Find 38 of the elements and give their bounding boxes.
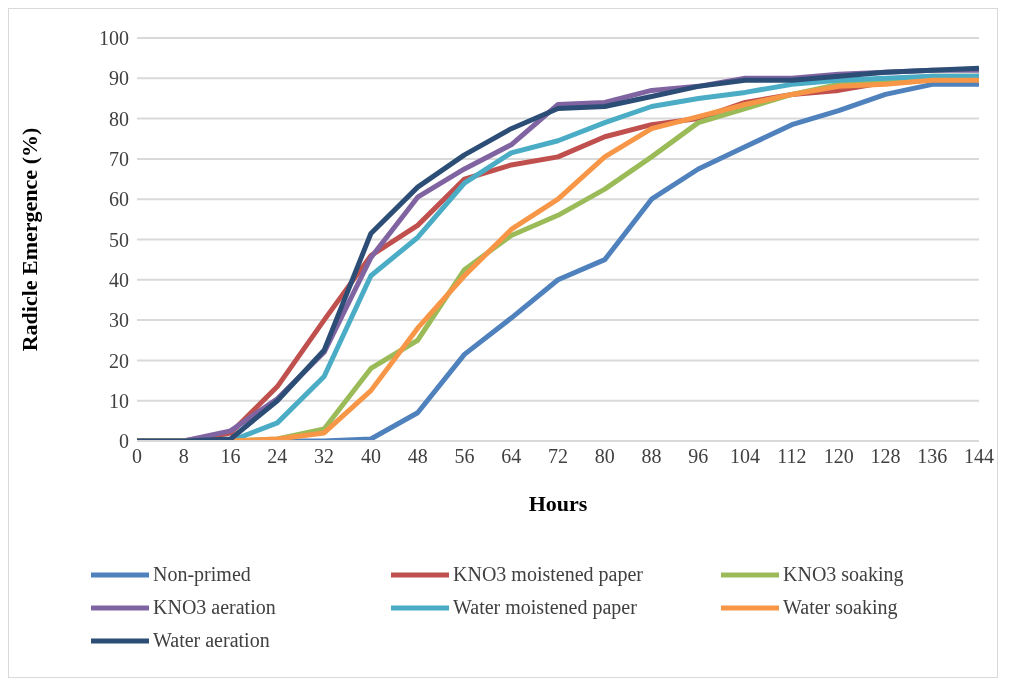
- x-tick-label: 88: [641, 445, 662, 468]
- legend-label: Water moistened paper: [453, 596, 637, 619]
- y-tick-label: 70: [109, 148, 129, 170]
- y-tick-label: 60: [109, 188, 129, 211]
- y-tick-label: 0: [119, 430, 129, 453]
- x-tick-label: 56: [454, 445, 475, 468]
- y-tick-label: 100: [99, 27, 129, 50]
- y-tick-label: 20: [109, 349, 129, 372]
- legend-label: Water soaking: [783, 596, 898, 619]
- y-tick-label: 30: [109, 309, 129, 332]
- y-tick-label: 10: [109, 389, 129, 412]
- x-tick-label: 104: [730, 445, 761, 468]
- x-tick-label: 72: [548, 445, 568, 468]
- x-tick-label: 80: [594, 445, 615, 468]
- y-tick-label: 50: [109, 228, 129, 251]
- x-tick-label: 40: [360, 445, 381, 468]
- x-tick-label: 24: [267, 445, 288, 468]
- legend-label: KNO3 soaking: [783, 563, 904, 586]
- x-tick-label: 136: [917, 445, 948, 468]
- x-axis-title: Hours: [528, 491, 588, 516]
- y-tick-label: 90: [109, 67, 129, 90]
- x-tick-label: 112: [777, 445, 807, 468]
- x-tick-label: 128: [870, 445, 901, 468]
- x-tick-label: 120: [823, 445, 854, 468]
- legend-label: Water aeration: [153, 629, 270, 652]
- x-tick-label: 96: [688, 445, 709, 468]
- x-tick-label: 16: [220, 445, 241, 468]
- x-tick-label: 144: [964, 445, 994, 468]
- legend-label: KNO3 moistened paper: [453, 563, 643, 586]
- legend-label: KNO3 aeration: [153, 596, 276, 619]
- x-tick-label: 32: [314, 445, 335, 468]
- legend-label: Non-primed: [153, 563, 251, 586]
- x-tick-label: 64: [501, 445, 522, 468]
- x-tick-label: 48: [407, 445, 428, 468]
- y-axis-title: Radicle Emergence (%): [16, 127, 42, 352]
- x-tick-label: 8: [178, 445, 189, 468]
- y-tick-label: 80: [109, 107, 129, 130]
- y-tick-label: 40: [109, 268, 129, 291]
